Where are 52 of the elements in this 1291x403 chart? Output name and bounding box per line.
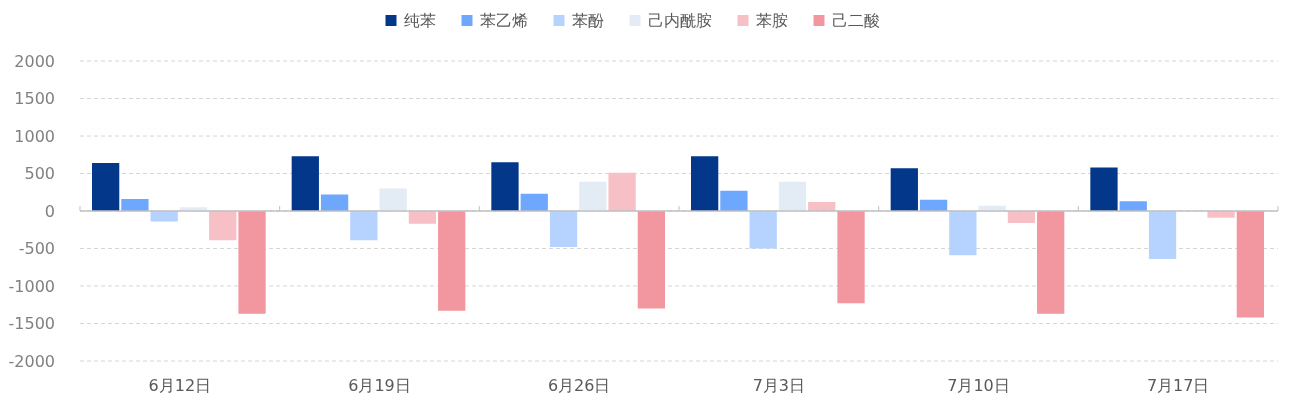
legend-label: 纯苯 [403, 11, 436, 31]
legend-label: 苯乙烯 [479, 11, 528, 31]
bar [1037, 211, 1065, 314]
x-tick-label: 6月26日 [547, 376, 611, 395]
legend-label: 己内酰胺 [647, 11, 712, 31]
y-tick-label: 2000 [14, 51, 55, 71]
bar [1236, 211, 1264, 318]
x-tick-label: 6月19日 [348, 376, 411, 395]
y-tick-label: 500 [24, 164, 55, 184]
bar [890, 168, 918, 211]
bar [379, 188, 407, 211]
bar [438, 211, 466, 311]
y-tick-label: 1500 [14, 89, 55, 109]
y-tick-label: -500 [18, 239, 55, 259]
bar [549, 211, 578, 247]
bar [1119, 201, 1147, 211]
bar [949, 211, 977, 256]
bar [637, 211, 665, 309]
bar [150, 211, 178, 222]
bar [92, 163, 120, 211]
y-tick-label: 0 [44, 201, 55, 221]
bar [238, 211, 266, 314]
bar [1148, 211, 1177, 259]
y-tick-label: -2000 [8, 351, 55, 371]
bar [778, 181, 807, 211]
bar [579, 181, 607, 211]
bar [491, 162, 519, 211]
bar [749, 211, 777, 249]
y-tick-label: 1000 [14, 126, 55, 146]
legend-label: 苯酚 [571, 11, 604, 31]
bar [837, 211, 865, 304]
legend-label: 己二酸 [831, 11, 880, 31]
y-tick-label: -1000 [8, 276, 55, 296]
bar [720, 190, 748, 211]
bar [291, 156, 319, 211]
x-tick-label: 7月10日 [947, 376, 1010, 395]
bar [1207, 211, 1235, 218]
bar [408, 211, 437, 224]
x-tick-label: 7月3日 [752, 376, 806, 395]
bar [1007, 211, 1036, 223]
bar [520, 193, 548, 211]
bar [209, 211, 237, 241]
legend-label: 苯胺 [755, 11, 788, 31]
x-tick-label: 6月12日 [148, 376, 212, 395]
x-tick-label: 7月17日 [1146, 376, 1210, 395]
bar [1090, 167, 1118, 211]
y-tick-label: -1500 [8, 314, 55, 334]
bar [121, 199, 149, 211]
bar [320, 194, 349, 211]
bar [350, 211, 378, 241]
bar [691, 156, 719, 211]
bar [608, 172, 636, 211]
